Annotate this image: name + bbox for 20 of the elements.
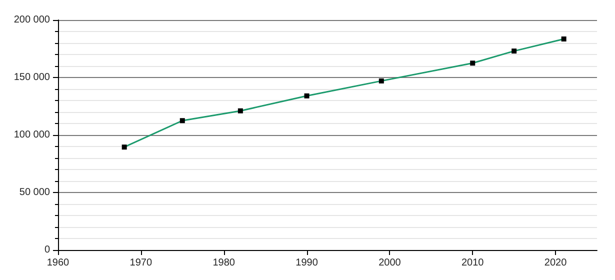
y-tick-label: 50 000 <box>19 187 50 198</box>
x-tick-label: 1990 <box>296 258 318 268</box>
y-tick-label: 0 <box>44 244 50 256</box>
x-tick-label: 2010 <box>461 258 484 268</box>
y-tick-label: 150 000 <box>14 72 50 83</box>
y-tick-label: 100 000 <box>14 130 50 140</box>
x-tick-label: 2020 <box>544 258 568 268</box>
x-tick-label: 1960 <box>46 258 70 268</box>
point <box>238 108 243 114</box>
point <box>561 36 566 42</box>
point <box>470 60 476 66</box>
x-tick-label: 1980 <box>212 258 236 268</box>
x-tick-label: 1970 <box>130 258 152 268</box>
point <box>180 118 185 124</box>
y-tick-label: 200 000 <box>14 14 50 26</box>
point <box>512 48 517 54</box>
point <box>378 78 384 84</box>
x-tick-label: 2000 <box>378 258 402 268</box>
point <box>122 144 127 150</box>
point <box>304 93 310 98</box>
